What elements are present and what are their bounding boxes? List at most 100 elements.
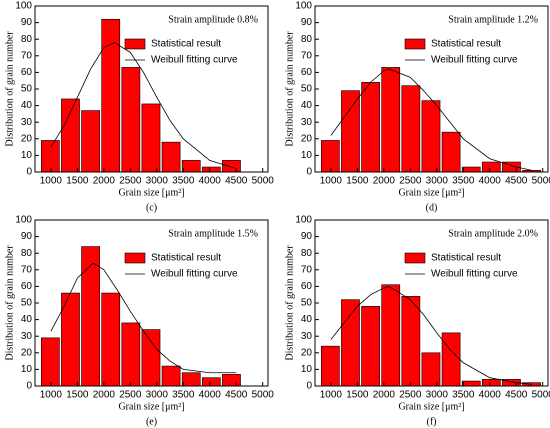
panel: 0 10 20 30 40 50 60 70 80 90 100 1000 1500 2000 2500 30… <box>4 1 274 214</box>
y-tick-label: 20 <box>21 347 33 358</box>
caption: (f) <box>427 416 437 427</box>
y-tick-label: 50 <box>301 84 313 95</box>
bar <box>40 337 60 387</box>
panel: 0 10 20 30 40 50 60 70 80 90 100 1000 1500 2000 2500 30… <box>284 215 550 428</box>
caption: (e) <box>146 416 157 427</box>
panel-title: Strain amplitude 2.0% <box>448 228 538 239</box>
legend-label: Statistical result <box>431 39 501 50</box>
x-axis-label: Grain size [μm²] <box>118 187 184 198</box>
x-tick-label: 1000 <box>40 176 63 187</box>
bar <box>101 18 121 173</box>
y-tick-label: 100 <box>15 1 32 12</box>
x-tick-label: 3000 <box>426 176 449 187</box>
bar <box>201 377 221 387</box>
bar <box>222 374 241 387</box>
x-tick-label: 3500 <box>452 176 475 187</box>
x-tick-label: 1500 <box>346 390 369 401</box>
x-tick-label: 3500 <box>172 176 195 187</box>
y-tick-label: 30 <box>301 331 313 342</box>
panel-title: Strain amplitude 1.2% <box>448 14 538 25</box>
y-tick-label: 80 <box>301 248 313 259</box>
x-tick-label: 3500 <box>452 390 475 401</box>
x-tick-label: 3500 <box>172 390 195 401</box>
y-tick-label: 60 <box>21 67 33 78</box>
bar <box>421 352 441 387</box>
y-tick-label: 0 <box>26 381 32 392</box>
bar <box>461 380 481 387</box>
y-tick-label: 40 <box>21 100 33 111</box>
bar <box>441 332 461 387</box>
panel: 0 10 20 30 40 50 60 70 80 90 100 1000 1500 2000 2500 30… <box>284 1 550 214</box>
bar <box>341 90 360 173</box>
x-tick-label: 4500 <box>225 176 248 187</box>
y-tick-label: 10 <box>21 150 33 161</box>
y-tick-label: 20 <box>301 347 313 358</box>
legend-swatch <box>124 252 146 264</box>
y-tick-label: 100 <box>295 215 312 226</box>
legend-swatch <box>404 252 426 264</box>
bar <box>61 98 80 173</box>
bar <box>222 160 241 173</box>
bar <box>401 85 421 173</box>
fit-curve <box>330 285 533 385</box>
y-tick-label: 30 <box>21 117 33 128</box>
x-tick-label: 5000 <box>532 390 550 401</box>
x-tick-label: 4500 <box>505 390 528 401</box>
x-tick-label: 2500 <box>399 176 422 187</box>
x-tick-label: 5000 <box>252 176 275 187</box>
x-tick-label: 3000 <box>146 390 169 401</box>
x-tick-label: 1500 <box>346 176 369 187</box>
x-tick-label: 2500 <box>119 176 142 187</box>
y-tick-label: 10 <box>21 364 33 375</box>
x-tick-label: 4500 <box>505 176 528 187</box>
x-tick-label: 1500 <box>66 176 89 187</box>
fit-curve <box>330 68 533 171</box>
bar <box>361 306 380 387</box>
y-tick-label: 40 <box>301 314 313 325</box>
y-tick-label: 70 <box>301 50 313 61</box>
x-tick-label: 5000 <box>532 176 550 187</box>
bar <box>421 100 441 173</box>
y-tick-label: 80 <box>21 248 33 259</box>
y-tick-label: 90 <box>301 231 313 242</box>
y-tick-label: 90 <box>21 231 33 242</box>
x-tick-label: 2000 <box>93 390 116 401</box>
caption: (c) <box>146 202 157 213</box>
x-tick-label: 1000 <box>40 390 63 401</box>
x-tick-label: 1500 <box>66 390 89 401</box>
y-tick-label: 90 <box>301 17 313 28</box>
legend-label: Weibull fitting curve <box>431 269 518 280</box>
bar <box>381 284 401 387</box>
panel-title: Strain amplitude 1.5% <box>168 228 258 239</box>
y-tick-label: 60 <box>21 281 33 292</box>
bar <box>201 166 221 173</box>
bar <box>121 322 141 387</box>
bar <box>481 161 501 173</box>
y-tick-label: 50 <box>301 298 313 309</box>
y-tick-label: 40 <box>21 314 33 325</box>
y-tick-label: 0 <box>26 167 32 178</box>
y-tick-label: 30 <box>21 331 33 342</box>
bar <box>181 160 201 173</box>
panel: 0 10 20 30 40 50 60 70 80 90 100 1000 1500 2000 2500 30… <box>4 215 274 428</box>
bar <box>320 345 340 387</box>
x-tick-label: 3000 <box>426 390 449 401</box>
panel-title: Strain amplitude 0.8% <box>168 14 258 25</box>
x-tick-label: 3000 <box>146 176 169 187</box>
y-tick-label: 80 <box>301 34 313 45</box>
x-axis-label: Grain size [μm²] <box>398 187 464 198</box>
bar <box>81 110 100 173</box>
y-tick-label: 80 <box>21 34 33 45</box>
x-axis-label: Grain size [μm²] <box>118 401 184 412</box>
y-axis-label: Distribution of grain number <box>4 31 15 147</box>
y-tick-label: 20 <box>301 133 313 144</box>
bar <box>441 131 461 173</box>
legend-label: Statistical result <box>151 39 221 50</box>
legend-label: Statistical result <box>151 253 221 264</box>
bar <box>461 166 481 173</box>
legend-swatch <box>124 38 146 50</box>
y-tick-label: 10 <box>301 150 313 161</box>
bar <box>101 292 121 387</box>
fit-curve <box>50 42 237 170</box>
y-tick-label: 30 <box>301 117 313 128</box>
